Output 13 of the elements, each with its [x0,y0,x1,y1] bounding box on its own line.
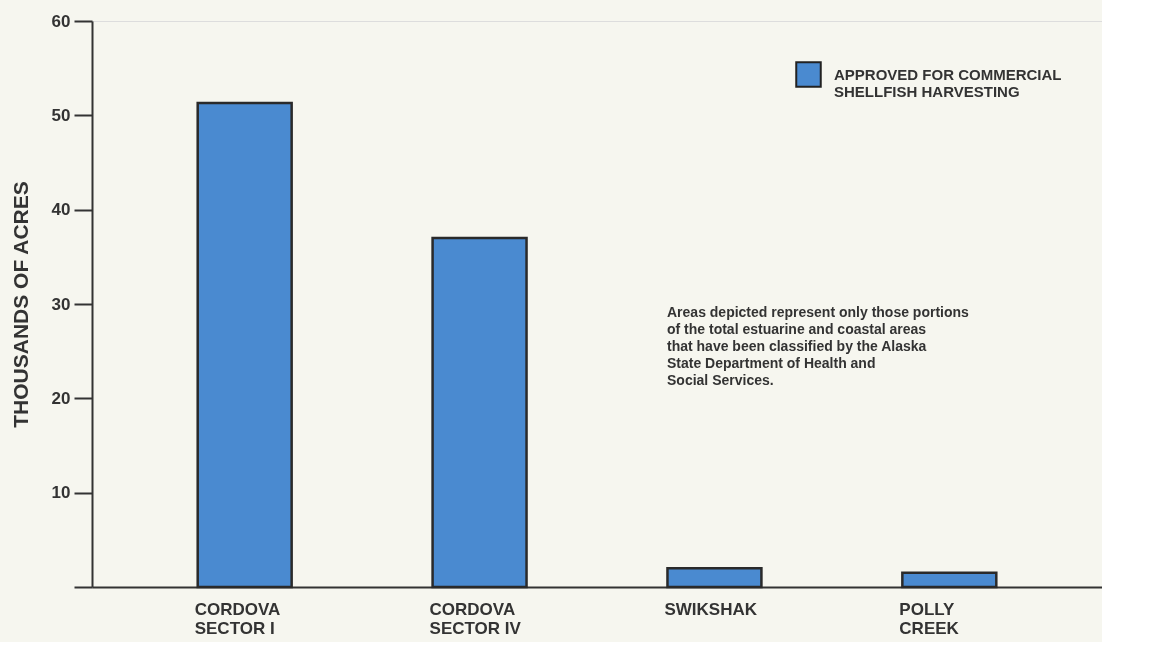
x-tick-label: SWIKSHAK [664,599,758,619]
y-tick-label: 20 [51,388,71,408]
y-axis-title: THOUSANDS OF ACRES [8,181,32,428]
y-tick-label: 60 [51,11,71,31]
y-tick-label: 30 [51,294,71,314]
y-tick-label: 40 [51,200,71,220]
x-tick-label: POLLY CREEK [899,599,960,638]
y-tick-label: 50 [51,105,71,125]
y-tick-label: 10 [51,483,71,503]
legend-label: APPROVED FOR COMMERCIAL SHELLFISH HARVESTING [834,65,1062,100]
x-tick-label: CORDOVA SECTOR IV [429,599,522,638]
annotation: Areas depicted represent only those portions of the total estuarine and coastal areas that have been classified by the Alaska State Department of Health and Social Services. [667,304,970,388]
x-tick-label: CORDOVA SECTOR I [194,599,281,638]
